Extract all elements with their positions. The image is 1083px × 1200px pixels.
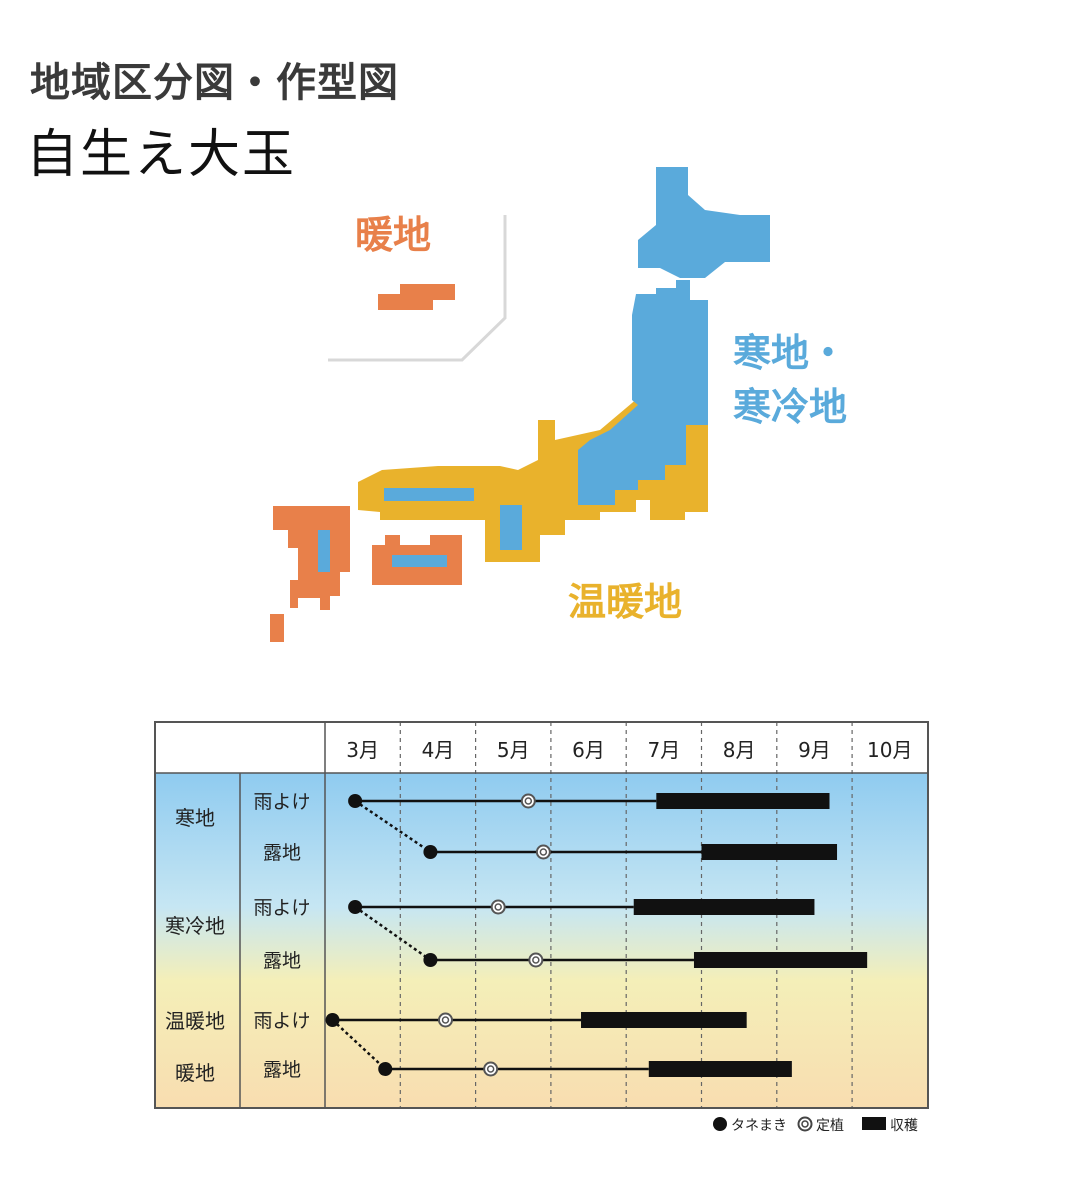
method-label: 露地 (263, 950, 301, 972)
planting-marker-inner (486, 1065, 495, 1073)
legend-sow-marker (713, 1117, 727, 1131)
chart-body-bg (155, 773, 928, 1108)
month-label: 8月 (723, 738, 756, 762)
month-label: 9月 (798, 738, 831, 762)
kanchi-patch-kyushu (318, 530, 330, 572)
danchi-south-island (270, 614, 284, 642)
region-row-label: 暖地 (175, 1061, 215, 1085)
planting-marker-inner (494, 903, 502, 911)
chart-border (154, 721, 929, 1109)
label-ondanchi: 温暖地 (568, 580, 682, 624)
planting-marker-inner (441, 1016, 450, 1024)
planting-marker-inner (532, 956, 540, 964)
okinawa-shape (378, 284, 455, 310)
label-kanchi-line1: 寒地・ (733, 331, 847, 375)
planting-marker (483, 1061, 499, 1077)
sowing-marker (378, 1062, 393, 1076)
legend-plant-marker (797, 1116, 813, 1132)
label-danchi: 暖地 (355, 213, 431, 257)
legend-plant-marker-inner (801, 1120, 809, 1128)
method-label: 雨よけ (253, 1010, 310, 1032)
kanchi-tohoku-shape (578, 280, 708, 505)
month-label: 4月 (422, 738, 455, 762)
harvest-bar (693, 952, 868, 968)
kanchi-patch-shikoku (392, 555, 447, 567)
chart-header-bg (155, 722, 928, 773)
label-kanchi-line2: 寒冷地 (733, 385, 847, 429)
month-label: 6月 (572, 738, 605, 762)
kanchi-patch-central (500, 505, 522, 550)
planting-marker (520, 793, 536, 809)
method-label: 露地 (263, 842, 301, 864)
legend-harvest-label: 収穫 (890, 1118, 918, 1134)
legend-sow-label: タネまき (731, 1118, 787, 1134)
month-label: 10月 (867, 738, 912, 762)
month-label: 3月 (346, 738, 379, 762)
planting-marker (528, 952, 544, 968)
cropping-schedule-chart: 3月 4月 5月 6月 7月 8月 9月 10月寒地寒冷地温暖地暖地雨よけ露地雨よけ露地雨よけ… (154, 721, 929, 1134)
method-label: 露地 (263, 1059, 301, 1081)
planting-marker (437, 1012, 453, 1028)
harvest-bar (701, 844, 838, 860)
danchi-kyushu-shape (273, 506, 350, 610)
region-row-label: 寒地 (175, 806, 215, 830)
harvest-bar (656, 793, 830, 809)
page-heading: 地域区分図・作型図 (30, 60, 399, 106)
legend-plant-label: 定植 (816, 1118, 844, 1134)
legend-harvest-marker (862, 1117, 886, 1130)
planting-marker-inner (524, 797, 533, 805)
harvest-bar (633, 899, 815, 915)
planting-marker (490, 899, 506, 915)
method-label: 雨よけ (253, 791, 310, 813)
kanchi-hokkaido-shape (638, 167, 770, 278)
okinawa-inset-frame (328, 215, 507, 362)
planting-marker-inner (539, 848, 548, 856)
planting-marker (535, 844, 551, 860)
region-map: 暖地 寒地・ 寒冷地 温暖地 (270, 167, 847, 642)
region-row-label: 寒冷地 (165, 914, 225, 938)
region-row-label: 温暖地 (165, 1009, 225, 1033)
variety-name: 自生え大玉 (26, 125, 297, 185)
month-label: 7月 (647, 738, 680, 762)
harvest-bar (648, 1061, 792, 1077)
kanchi-patch-chugoku (384, 488, 474, 501)
month-label: 5月 (497, 738, 530, 762)
method-label: 雨よけ (253, 897, 310, 919)
harvest-bar (581, 1012, 747, 1028)
